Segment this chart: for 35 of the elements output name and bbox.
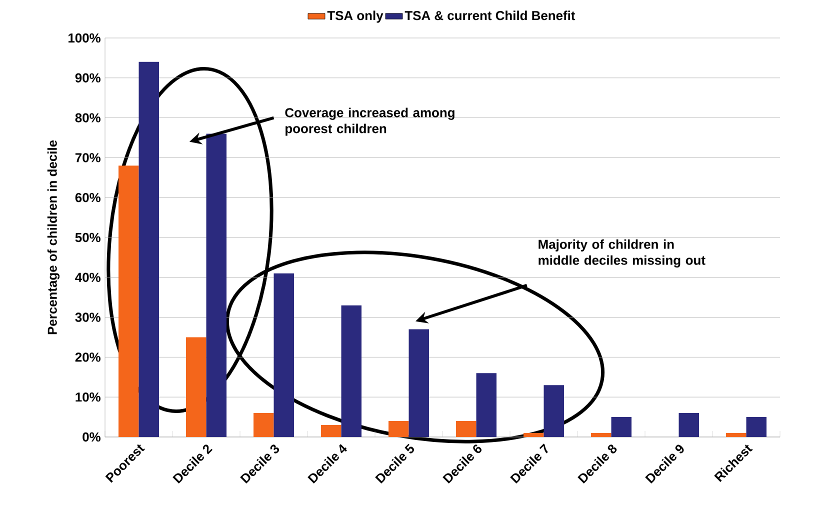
y-tick-label: 60% [75, 192, 100, 202]
y-tick-label: 40% [75, 272, 100, 282]
y-tick-label: 10% [76, 392, 100, 402]
bar [206, 134, 227, 437]
bar [274, 273, 294, 437]
bar [611, 417, 632, 437]
bar [118, 166, 139, 437]
y-tick-label: 90% [75, 73, 100, 82]
bar [476, 373, 497, 437]
y-tick-label: 100% [68, 33, 100, 43]
annotation: Majority of children in middle deciles missing out [538, 239, 706, 268]
bar [726, 432, 746, 437]
y-axis-title: Percentage of children in decile [47, 140, 60, 334]
bar [456, 421, 476, 437]
legend-label: TSA only [327, 10, 384, 23]
y-tick-label: 0% [82, 432, 100, 442]
bar [746, 417, 767, 437]
y-tick-label: 50% [75, 232, 100, 242]
bar [341, 305, 362, 437]
bar [408, 329, 430, 437]
bar [321, 425, 342, 437]
y-tick-label: 70% [75, 153, 100, 162]
bar [544, 385, 564, 437]
bar [591, 432, 612, 437]
legend-label: TSA & current Child Benefit [404, 10, 576, 20]
bar [186, 337, 206, 437]
bar [138, 62, 160, 437]
annotation: Coverage increased among poorest children [285, 108, 454, 136]
bar [254, 413, 274, 437]
bar [524, 432, 544, 437]
bar [388, 421, 409, 437]
y-tick-label: 80% [75, 113, 100, 122]
bar [678, 413, 700, 437]
y-tick-label: 30% [75, 312, 100, 322]
y-tick-label: 20% [75, 352, 100, 362]
